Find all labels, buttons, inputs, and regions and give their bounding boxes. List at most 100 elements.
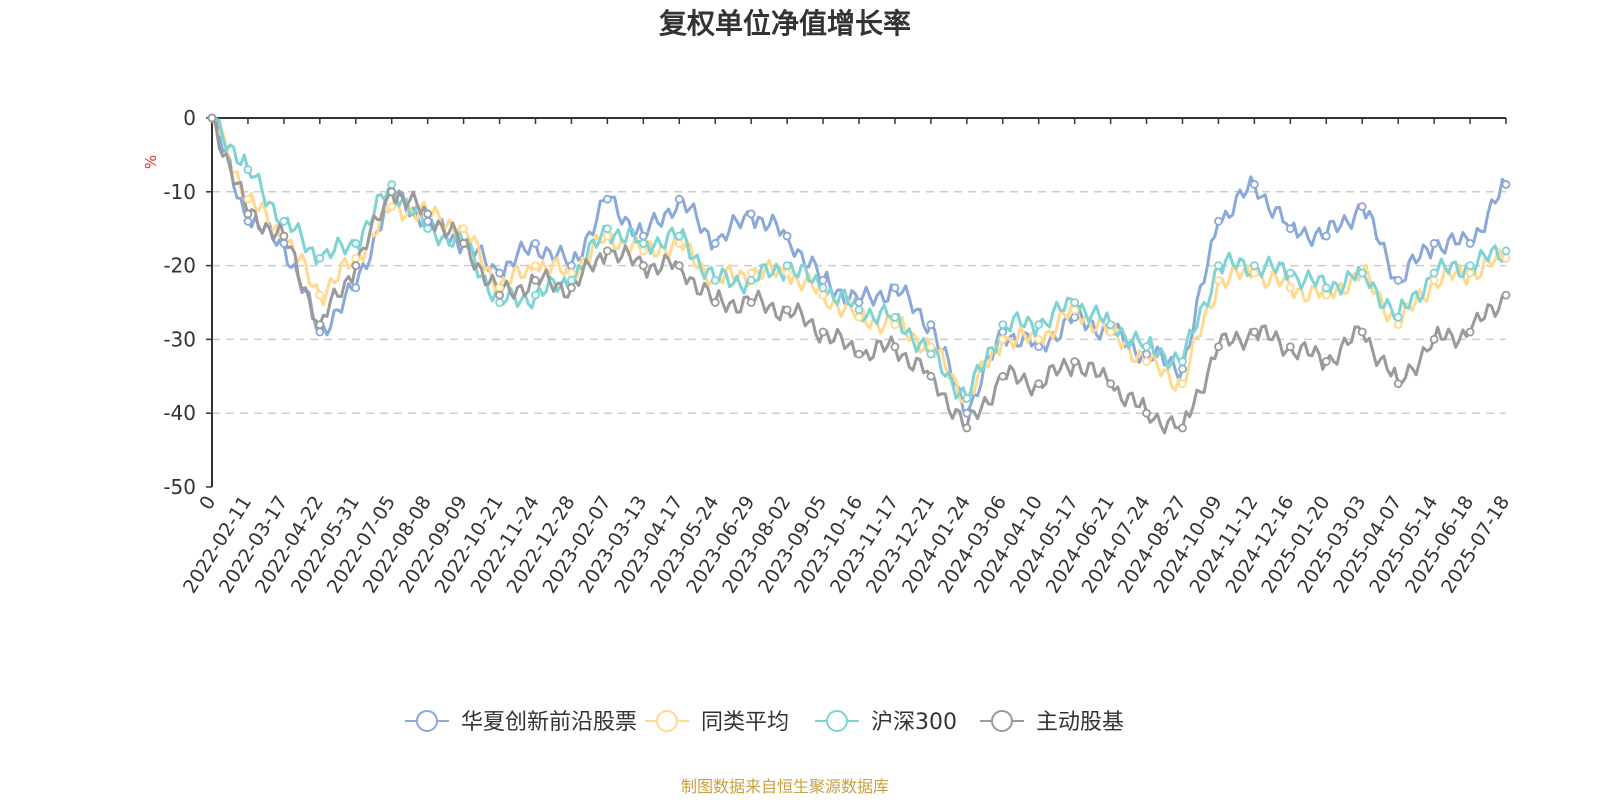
data-point [890, 283, 900, 293]
legend-marker-2 [826, 710, 848, 732]
data-point [890, 320, 900, 330]
legend-label-2: 沪深300 [871, 710, 957, 735]
data-point [818, 275, 828, 285]
data-point [638, 239, 648, 248]
data-point [1142, 342, 1151, 352]
data-point [1249, 261, 1259, 271]
data-point [567, 283, 576, 293]
data-point [926, 320, 936, 330]
data-point [1178, 364, 1187, 374]
data-point [1429, 275, 1439, 285]
y-tick-label: -30 [163, 327, 196, 351]
data-point [1285, 268, 1295, 278]
data-point [531, 261, 540, 271]
data-point [1393, 379, 1403, 389]
y-axis-unit: % [142, 155, 160, 169]
data-point [1501, 180, 1511, 189]
data-point [782, 268, 792, 278]
data-point [998, 327, 1008, 337]
data-point [315, 253, 325, 263]
data-point [423, 224, 433, 234]
data-point [315, 290, 325, 300]
data-point [1321, 357, 1331, 366]
data-point [207, 113, 217, 123]
legend-label-1: 同类平均 [701, 710, 789, 735]
data-point [1321, 231, 1331, 241]
data-point [962, 423, 972, 433]
data-point [1285, 283, 1295, 293]
data-point [1070, 298, 1080, 307]
data-point [531, 290, 540, 300]
data-point [1429, 239, 1439, 248]
data-point [746, 298, 756, 307]
data-point [674, 194, 684, 204]
data-point [243, 209, 253, 219]
x-tick-label: 0 [195, 492, 220, 514]
data-point [1357, 268, 1367, 278]
data-point [602, 194, 612, 204]
data-point [1034, 379, 1044, 389]
chart-title: 复权单位净值增长率 [659, 7, 911, 40]
data-point [998, 371, 1008, 381]
data-point [710, 239, 720, 248]
data-point [531, 275, 540, 285]
y-tick-label: -40 [163, 401, 196, 425]
data-point [1142, 349, 1151, 359]
data-point [567, 261, 576, 271]
data-point [351, 239, 361, 248]
data-point [279, 239, 289, 248]
legend-marker-3 [991, 710, 1013, 732]
data-point [782, 261, 792, 271]
grid-lines [212, 191, 1506, 414]
data-point [1106, 327, 1116, 337]
data-point [1034, 334, 1044, 344]
data-point [1429, 334, 1439, 344]
data-point [818, 327, 828, 337]
series-markers [207, 113, 1511, 433]
data-point [710, 275, 720, 285]
data-point [926, 349, 936, 359]
data-point [1393, 275, 1403, 285]
data-point [387, 202, 397, 211]
data-point [1106, 320, 1116, 330]
data-point [854, 305, 864, 315]
series-line-1 [210, 117, 1507, 404]
data-point [1501, 246, 1511, 256]
data-point [1178, 379, 1187, 389]
data-point [1214, 261, 1223, 271]
legend-label-3: 主动股基 [1036, 710, 1124, 735]
data-source-note: 制图数据来自恒生聚源数据库 [681, 777, 889, 796]
data-point [926, 371, 936, 381]
data-point [854, 349, 864, 359]
data-point [1178, 357, 1187, 366]
data-point [279, 231, 289, 241]
data-point [890, 312, 900, 322]
legend-marker-1 [656, 710, 678, 732]
data-point [854, 298, 864, 307]
data-point [459, 239, 469, 248]
legend-label-0: 华夏创新前沿股票 [461, 710, 637, 735]
y-tick-label: -20 [163, 254, 196, 278]
data-point [1070, 312, 1080, 322]
data-point [998, 320, 1008, 330]
data-point [459, 224, 469, 234]
data-point [818, 283, 828, 293]
data-point [746, 268, 756, 278]
data-point [1249, 327, 1259, 337]
data-point [602, 224, 612, 234]
data-point [1465, 268, 1475, 278]
data-point [1034, 342, 1044, 352]
data-point [746, 209, 756, 219]
data-point [315, 320, 325, 330]
data-point [782, 231, 792, 241]
data-point [746, 275, 756, 285]
data-point [243, 194, 253, 204]
data-point [387, 187, 397, 197]
data-point [423, 209, 433, 219]
data-point [1393, 312, 1403, 322]
data-point [1178, 423, 1187, 433]
data-point [1214, 275, 1223, 285]
data-point [567, 275, 576, 285]
data-point [1465, 261, 1475, 271]
data-point [1321, 283, 1331, 293]
